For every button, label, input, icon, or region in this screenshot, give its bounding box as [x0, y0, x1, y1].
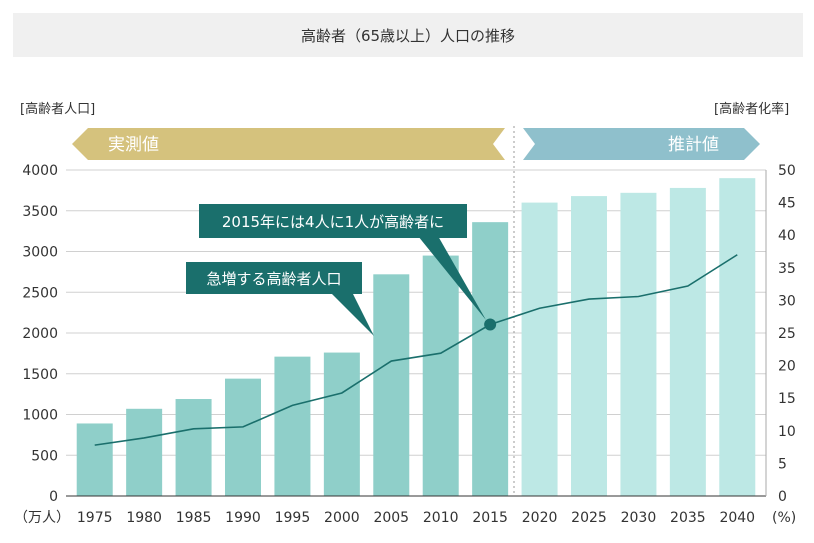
- y-right-tick-label: 25: [778, 326, 796, 342]
- y-left-tick-label: 2500: [22, 285, 58, 301]
- y-right-tick-label: 30: [778, 293, 796, 309]
- y-left-tick-label: 2000: [22, 326, 58, 342]
- x-tick-label: 2005: [373, 510, 409, 526]
- chart-title: 高齢者（65歳以上）人口の推移: [13, 13, 803, 57]
- x-tick-label: 2010: [423, 510, 459, 526]
- x-unit-right: (%): [772, 510, 796, 526]
- y-left-tick-label: 3500: [22, 204, 58, 220]
- bar-2000: [323, 352, 360, 496]
- y-left-axis-label: [高齢者人口]: [20, 101, 95, 117]
- bar-2025: [571, 196, 607, 496]
- bar-1980: [126, 408, 163, 496]
- y-right-tick-label: 35: [778, 261, 796, 277]
- bar-2005: [373, 274, 410, 496]
- x-tick-label: 1985: [176, 510, 212, 526]
- y-right-tick-label: 15: [778, 391, 796, 407]
- callout-rise-text: 急増する高齢者人口: [206, 270, 341, 288]
- y-right-tick-label: 50: [778, 163, 796, 179]
- y-right-axis-label: [高齢者化率]: [714, 101, 789, 117]
- x-tick-label: 2020: [522, 510, 558, 526]
- y-right-tick-label: 45: [778, 196, 796, 212]
- x-tick-label: 1980: [126, 510, 162, 526]
- y-left-tick-label: 3000: [22, 245, 58, 261]
- x-tick-label: 2035: [670, 510, 706, 526]
- x-tick-label: 1995: [275, 510, 311, 526]
- projected-banner: 推計値: [523, 128, 760, 160]
- x-tick-label: 2015: [472, 510, 508, 526]
- bar-2030: [620, 192, 657, 496]
- bar-1990: [225, 378, 261, 496]
- x-tick-label: 2040: [719, 510, 755, 526]
- x-tick-label: 1990: [225, 510, 261, 526]
- aging-rate-highlight-point: [484, 318, 497, 331]
- bar-1995: [274, 356, 311, 496]
- y-right-tick-label: 0: [778, 489, 787, 505]
- bar-2015: [472, 222, 509, 496]
- y-left-tick-label: 500: [31, 448, 58, 464]
- bar-2010: [422, 255, 459, 496]
- aging-rate-line: [94, 254, 738, 446]
- y-left-tick-label: 0: [49, 489, 58, 505]
- bar-2040: [719, 178, 756, 496]
- bar-2020: [521, 202, 558, 496]
- bar-1985: [175, 399, 212, 496]
- callout-2015: 2015年には4人に1人が高齢者に: [199, 204, 486, 320]
- tick-labels: 0 500 1000 1500 2000 2500 3000 3500 4000 0 5 10 15 20…: [22, 163, 795, 505]
- bar-1975: [76, 423, 113, 496]
- measured-banner: 実測値: [72, 128, 505, 160]
- y-right-tick-label: 5: [778, 456, 787, 472]
- x-tick-label: 2030: [621, 510, 657, 526]
- measured-banner-label: 実測値: [108, 135, 159, 155]
- projected-banner-label: 推計値: [668, 135, 719, 155]
- y-right-tick-label: 10: [778, 424, 796, 440]
- y-right-tick-label: 20: [778, 359, 796, 375]
- y-left-tick-label: 4000: [22, 163, 58, 179]
- callout-rise: 急増する高齢者人口: [186, 262, 374, 336]
- y-left-tick-label: 1500: [22, 367, 58, 383]
- x-tick-label: 2000: [324, 510, 360, 526]
- x-tick-label: 2025: [571, 510, 607, 526]
- y-right-tick-label: 40: [778, 228, 796, 244]
- x-unit-left: （万人）: [14, 510, 70, 526]
- x-tick-labels: 1975 1980 1985 1990 1995 2000 2005 2010 2015 2020…: [77, 510, 755, 526]
- x-tick-label: 1975: [77, 510, 113, 526]
- bar-2035: [669, 187, 706, 496]
- callout-2015-text: 2015年には4人に1人が高齢者に: [222, 213, 444, 231]
- bar-series: [76, 178, 756, 496]
- y-left-tick-label: 1000: [22, 408, 58, 424]
